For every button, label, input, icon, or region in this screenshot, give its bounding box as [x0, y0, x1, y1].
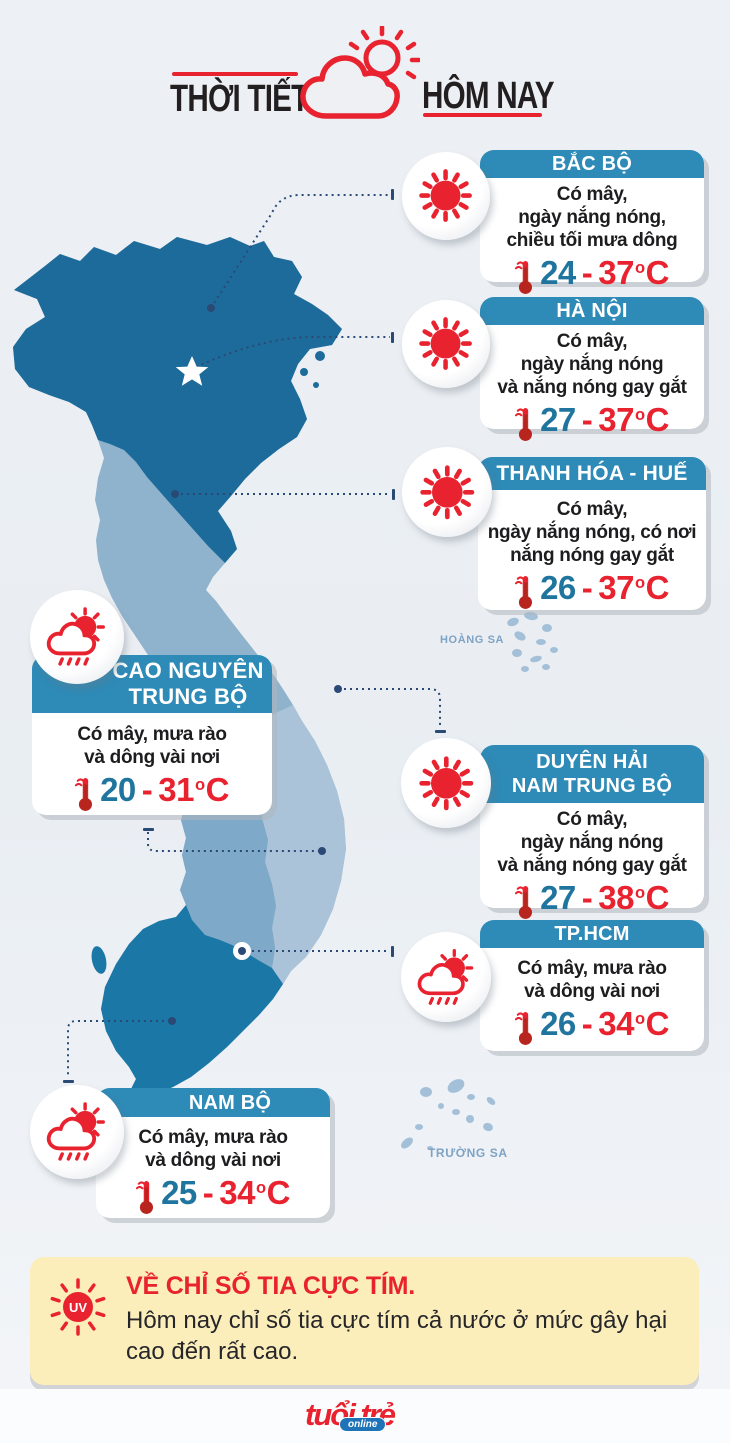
dot-nam-bo — [168, 1017, 176, 1025]
thermometer-icon — [136, 1179, 155, 1215]
region-title-line: BẮC BỘ — [551, 153, 633, 175]
temp-high: 37 — [598, 569, 634, 606]
dot-thanh-hoa — [171, 490, 179, 498]
temp-high: 38 — [598, 879, 634, 916]
temp-low: 25 — [161, 1174, 197, 1211]
thermometer-icon — [515, 884, 534, 920]
uv-sun-icon: UV — [50, 1278, 106, 1336]
temperature-range: 27 - 38 o C — [480, 880, 704, 922]
sun-rain-icon — [30, 590, 124, 684]
temp-high: 37 — [598, 401, 634, 438]
sun-icon — [401, 738, 491, 828]
label-hoang-sa: HOÀNG SA — [440, 634, 505, 646]
region-title: HÀ NỘI — [480, 297, 704, 325]
temp-low: 27 — [540, 401, 576, 438]
temperature-range: 20 - 31 o C — [32, 772, 272, 814]
map-islands-hoang-sa — [507, 611, 558, 672]
thermometer-icon — [75, 776, 94, 812]
weather-description: Có mây, ngày nắng nóng và nắng nóng gay … — [497, 331, 687, 398]
connector-duyen-hai — [338, 688, 441, 728]
sun-icon — [402, 152, 490, 240]
connector-cao-nguyen — [147, 832, 320, 852]
map-islands-truong-sa — [401, 1079, 496, 1150]
map-islands-northeast — [286, 338, 325, 392]
weather-card-ha-noi: HÀ NỘI Có mây, ngày nắng nóng và nắng nó… — [480, 297, 704, 442]
map-city-dots — [168, 304, 342, 1025]
uv-body-text: Hôm nay chỉ số tia cực tím cả nước ở mức… — [126, 1307, 668, 1365]
region-title: THANH HÓA - HUẾ — [478, 457, 706, 490]
thermometer-icon — [515, 259, 534, 295]
thermometer-icon — [515, 1010, 534, 1046]
weather-description: Có mây, mưa rào và dông vài nơi — [77, 724, 227, 768]
temperature-range: 25 - 34 o C — [96, 1175, 330, 1217]
weather-card-tp-hcm: TP.HCM Có mây, mưa rào và dông vài nơi 2… — [480, 920, 704, 1051]
weather-description: Có mây, mưa rào và dông vài nơi — [517, 958, 667, 1002]
temperature-range: 27 - 37 o C — [480, 402, 704, 444]
weather-card-bac-bo: BẮC BỘ Có mây, ngày nắng nóng, chiều tối… — [480, 150, 704, 295]
footer: tuổi trẻ online — [0, 1389, 730, 1443]
cloud-sun-icon — [300, 26, 420, 119]
thermometer-icon — [515, 406, 534, 442]
weather-description: Có mây, mưa rào và dông vài nơi — [138, 1127, 288, 1171]
temp-high: 34 — [219, 1174, 255, 1211]
logo-online-badge: online — [339, 1417, 387, 1432]
region-title: DUYÊN HẢI NAM TRUNG BỘ — [480, 745, 704, 803]
page-title-left: THỜI TIẾT — [170, 78, 309, 120]
cloud-outline — [300, 55, 400, 119]
connector-end-caps — [63, 189, 446, 1083]
temp-low: 27 — [540, 879, 576, 916]
sun-rain-icon — [30, 1085, 124, 1179]
temp-low: 26 — [540, 1005, 576, 1042]
temperature-range: 26 - 37 o C — [478, 570, 706, 612]
map-region-north — [13, 237, 342, 563]
region-title: NAM BỘ — [96, 1088, 330, 1117]
hanoi-star-icon — [175, 356, 209, 386]
dot-bac-bo — [207, 304, 215, 312]
uv-label: UV — [69, 1300, 87, 1315]
thermometer-icon — [515, 574, 534, 610]
tuoitre-logo[interactable]: tuổi trẻ online — [305, 1397, 425, 1437]
temp-high: 37 — [598, 254, 634, 291]
dot-cao-nguyen — [318, 847, 326, 855]
connector-lines — [67, 194, 441, 1078]
title-underline-right — [423, 113, 542, 117]
weather-card-nam-bo: NAM BỘ Có mây, mưa rào và dông vài nơi 2… — [96, 1088, 330, 1218]
dot-tp-hcm — [238, 947, 246, 955]
temp-low: 24 — [540, 254, 576, 291]
temp-low: 26 — [540, 569, 576, 606]
weather-card-thanh-hoa-hue: THANH HÓA - HUẾ Có mây, ngày nắng nóng, … — [478, 457, 706, 610]
weather-description: Có mây, ngày nắng nóng, có nơi nắng nóng… — [487, 499, 697, 566]
weather-description: Có mây, ngày nắng nóng và nắng nóng gay … — [497, 809, 687, 876]
sun-rain-icon — [401, 932, 491, 1022]
label-truong-sa: TRƯỜNG SA — [428, 1146, 508, 1160]
dot-duyen-hai — [334, 685, 342, 693]
weather-card-duyen-hai-nam-trung-bo: DUYÊN HẢI NAM TRUNG BỘ Có mây, ngày nắng… — [480, 745, 704, 920]
title-underline-left — [172, 72, 298, 76]
temp-high: 31 — [158, 771, 194, 808]
temperature-range: 26 - 34 o C — [480, 1006, 704, 1048]
temp-high: 34 — [598, 1005, 634, 1042]
sun-rays — [348, 26, 420, 80]
uv-index-panel: UV VỀ CHỈ SỐ TIA CỰC TÍM. Hôm nay chỉ số… — [30, 1257, 699, 1385]
region-title: BẮC BỘ — [480, 150, 704, 178]
uv-title: VỀ CHỈ SỐ TIA CỰC TÍM. — [126, 1272, 416, 1300]
weather-description: Có mây, ngày nắng nóng, chiều tối mưa dô… — [506, 184, 678, 251]
region-title: TP.HCM — [480, 920, 704, 948]
temperature-range: 24 - 37 o C — [480, 255, 704, 297]
map-island-phu-quoc — [91, 946, 107, 974]
sun-icon — [402, 447, 492, 537]
connector-ha-noi — [195, 336, 390, 368]
page-title-right: HÔM NAY — [422, 75, 555, 117]
temp-low: 20 — [100, 771, 136, 808]
sun-icon — [402, 300, 490, 388]
